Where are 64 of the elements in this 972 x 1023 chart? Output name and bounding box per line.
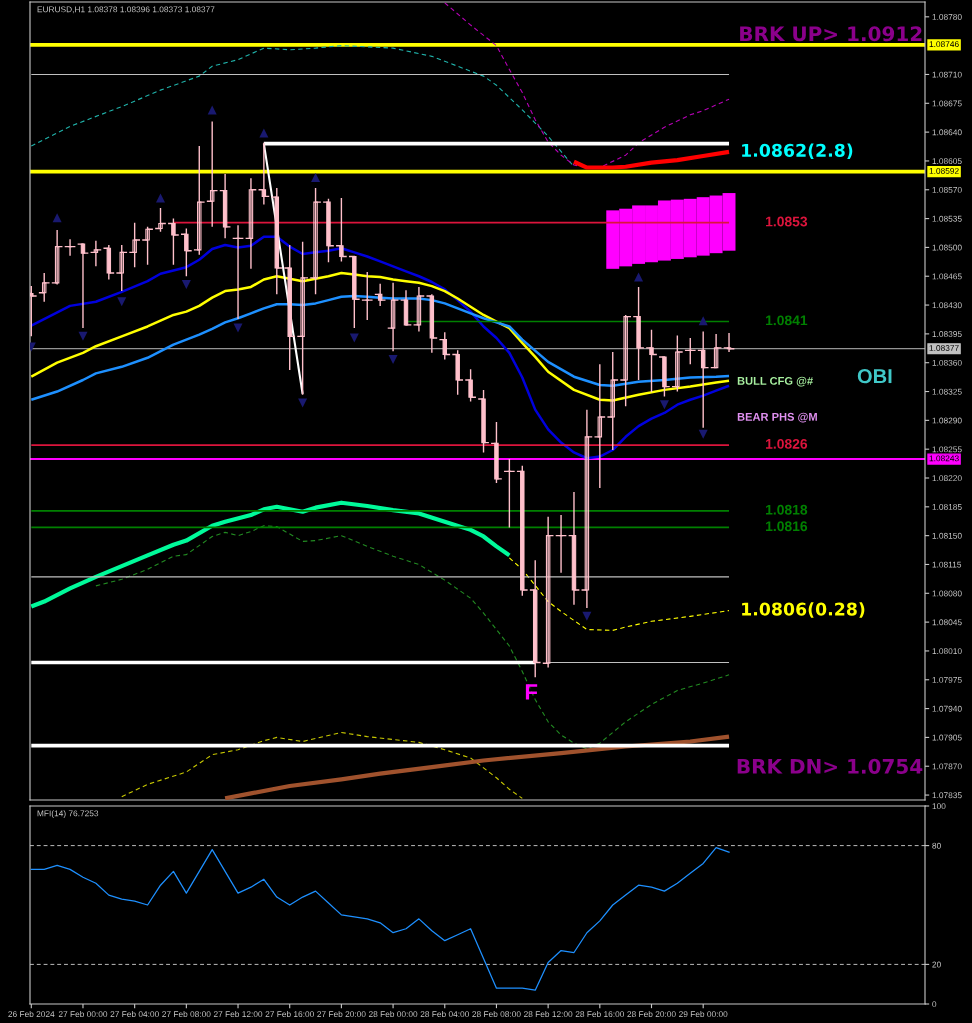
y-tick-label: 1.08255 [932,446,962,453]
y-tick-label: 1.08500 [932,244,962,251]
text: 1.0818 [766,504,808,515]
ref-line-label: 1.08243 [929,455,959,462]
y-tick-label: 1.08010 [932,648,962,655]
y-tick-label: 1.07905 [932,734,962,741]
y-tick-label: 1.08605 [932,158,962,165]
y-tick-label: 1.08220 [932,475,962,482]
y-tick-label: 1.08675 [932,100,962,107]
y-tick-label: 1.08465 [932,273,962,280]
y-tick-label: 1.08045 [932,619,962,626]
y-tick-label: 1.08360 [932,359,962,366]
y-tick-label: 1.08535 [932,215,962,222]
annotation: OBI [857,369,892,384]
x-tick-label: 27 Feb 00:00 [58,1010,108,1018]
ref-line-label: 1.08377 [929,345,959,351]
annotation: 1.0806(0.28) [742,602,865,618]
text: 1.0816 [766,521,808,532]
chart-title: EURUSD,H1 1.08378 1.08396 1.08373 1.08377 [37,6,215,14]
y-tick-label: 1.08290 [932,417,962,424]
y-tick-label: 1.08150 [932,532,962,539]
y-tick-label: 1.08430 [932,302,962,309]
x-tick-label: 28 Feb 04:00 [420,1010,469,1018]
y-tick-label: 1.08640 [932,129,962,136]
y-tick-label: 0 [932,1001,937,1008]
x-tick-label: 27 Feb 04:00 [110,1010,159,1018]
ref-line-label: 1.08746 [929,41,959,48]
y-tick-label: 1.08185 [932,504,962,510]
y-tick-label: 1.08115 [932,561,962,568]
text: 1.0841 [766,315,808,326]
x-tick-label: 27 Feb 08:00 [162,1010,211,1018]
x-tick-label: 28 Feb 00:00 [368,1010,418,1018]
y-tick-label: 20 [932,961,941,968]
x-tick-label: 28 Feb 16:00 [575,1010,625,1018]
x-tick-label: 27 Feb 12:00 [213,1010,263,1018]
annotation: BULL CFG @# [737,376,813,387]
y-tick-label: 1.08780 [932,14,962,20]
chart-title: MFI(14) 76.7253 [37,810,99,818]
x-tick-label: 28 Feb 12:00 [524,1010,573,1018]
x-tick-label: 26 Feb 2024 [8,1010,55,1018]
y-tick-label: 1.07870 [932,763,962,770]
annotation: 1.0862(2.8) [742,143,853,159]
x-tick-label: 29 Feb 00:00 [679,1010,728,1018]
x-tick-label: 27 Feb 16:00 [265,1010,314,1018]
text: 1.0853 [766,216,808,227]
y-tick-label: 1.08395 [932,331,962,337]
x-tick-label: 28 Feb 08:00 [472,1010,521,1018]
x-tick-label: 28 Feb 20:00 [627,1010,676,1018]
ref-line-label: 1.08592 [929,167,959,174]
annotation: BRK UP> 1.0912 [740,26,922,42]
y-tick-label: 80 [932,842,941,849]
annotation: F [525,684,538,700]
annotation: BRK DN> 1.0754 [737,758,923,774]
y-tick-label: 1.07835 [932,792,962,799]
y-tick-label: 1.08710 [932,71,962,78]
y-tick-label: 1.08325 [932,388,962,395]
annotation: BEAR PHS @M [737,412,817,423]
x-tick-label: 27 Feb 20:00 [317,1010,366,1018]
y-tick-label: 100 [932,803,946,810]
y-tick-label: 1.08080 [932,590,962,597]
y-tick-label: 1.07940 [932,705,962,712]
text: 1.0826 [766,438,808,449]
y-tick-label: 1.08570 [932,186,962,193]
y-tick-label: 1.07975 [932,676,962,683]
